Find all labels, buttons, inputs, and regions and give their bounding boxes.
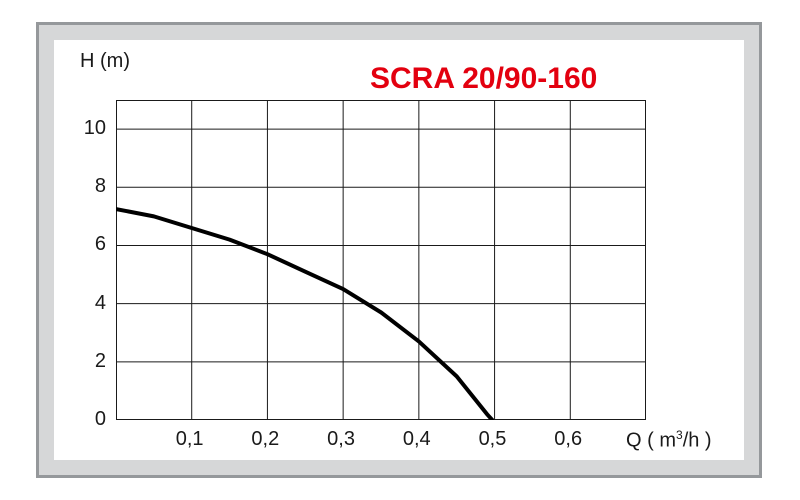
x-tick-label: 0,4 [403,428,431,451]
x-tick-label: 0,1 [176,428,204,451]
y-tick-label: 2 [95,350,106,373]
x-axis-label-suffix: /h ) [683,430,712,452]
x-tick-label: 0,2 [251,428,279,451]
y-tick-label: 0 [95,408,106,431]
x-axis-label: Q ( m3/h ) [626,428,712,453]
plot-area [116,100,646,420]
y-tick-label: 10 [84,117,106,140]
x-tick-label: 0,6 [554,428,582,451]
x-axis-label-prefix: Q ( m [626,430,676,452]
chart-title: SCRA 20/90-160 [370,62,597,96]
x-tick-label: 0,5 [479,428,507,451]
y-tick-label: 6 [95,233,106,256]
y-axis-label: H (m) [80,50,130,73]
y-tick-label: 8 [95,175,106,198]
y-tick-label: 4 [95,292,106,315]
x-tick-label: 0,3 [327,428,355,451]
x-axis-label-sup: 3 [676,428,683,442]
